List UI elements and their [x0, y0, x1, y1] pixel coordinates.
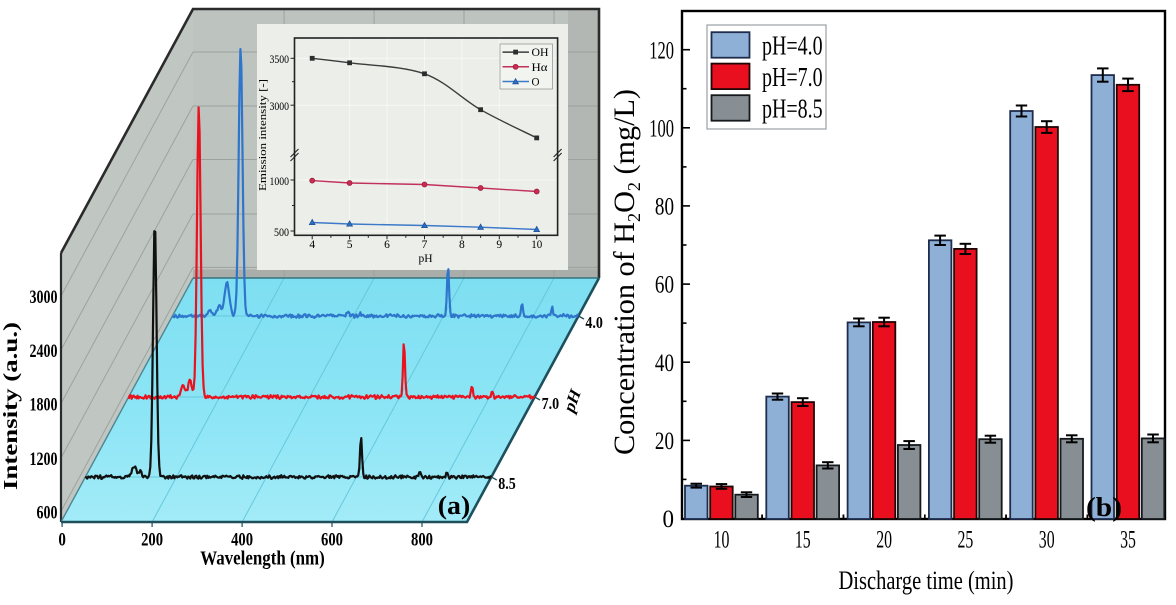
svg-text:1800: 1800 — [30, 395, 58, 416]
svg-text:10: 10 — [714, 527, 730, 554]
svg-text:600: 600 — [321, 530, 343, 551]
svg-text:9: 9 — [496, 239, 502, 251]
svg-text:40: 40 — [655, 350, 674, 377]
svg-text:3000: 3000 — [270, 101, 290, 113]
svg-text:200: 200 — [141, 530, 163, 551]
svg-text:2400: 2400 — [30, 341, 58, 362]
svg-text:Discharge time (min): Discharge time (min) — [839, 566, 1014, 595]
svg-text:3500: 3500 — [270, 54, 290, 66]
svg-text:1000: 1000 — [270, 176, 290, 188]
svg-text:pH=8.5: pH=8.5 — [762, 94, 823, 124]
svg-text:pH=7.0: pH=7.0 — [762, 62, 823, 92]
svg-text:Wavelength (nm): Wavelength (nm) — [200, 548, 325, 570]
svg-text:800: 800 — [411, 530, 433, 551]
svg-text:20: 20 — [876, 527, 892, 554]
svg-text:35: 35 — [1120, 527, 1136, 554]
svg-text:6: 6 — [384, 239, 390, 251]
svg-text:25: 25 — [958, 527, 974, 554]
svg-text:1200: 1200 — [30, 449, 58, 470]
svg-text:8.5: 8.5 — [498, 474, 516, 493]
svg-text:3000: 3000 — [30, 287, 58, 308]
svg-text:pH: pH — [560, 385, 584, 416]
svg-text:Intensity (a.u.): Intensity (a.u.) — [0, 322, 22, 490]
svg-text:600: 600 — [37, 503, 58, 524]
svg-text:15: 15 — [795, 527, 811, 554]
svg-text:7.0: 7.0 — [542, 394, 560, 413]
svg-text:500: 500 — [274, 227, 289, 239]
svg-text:20: 20 — [655, 428, 674, 455]
svg-text:Concentration of H2O2 (mg/L): Concentration of H2O2 (mg/L) — [608, 89, 644, 455]
svg-text:10: 10 — [531, 239, 542, 251]
svg-text:(b): (b) — [1086, 492, 1122, 522]
svg-text:(a): (a) — [438, 491, 471, 520]
svg-text:0: 0 — [58, 530, 66, 551]
svg-text:0: 0 — [663, 506, 675, 533]
svg-text:80: 80 — [655, 194, 674, 221]
svg-text:30: 30 — [1039, 527, 1055, 554]
svg-text:pH: pH — [418, 253, 432, 265]
svg-text:pH=4.0: pH=4.0 — [762, 31, 823, 61]
svg-text:Emission intensity [-]: Emission intensity [-] — [258, 79, 269, 191]
svg-text:8: 8 — [459, 239, 465, 251]
svg-text:5: 5 — [347, 239, 353, 251]
svg-text:60: 60 — [655, 272, 674, 299]
svg-text:400: 400 — [231, 530, 253, 551]
svg-text:7: 7 — [422, 239, 428, 251]
svg-text:Hα: Hα — [532, 60, 549, 74]
svg-text:100: 100 — [649, 115, 674, 142]
svg-text:4.0: 4.0 — [585, 313, 603, 332]
svg-text:O: O — [532, 75, 540, 89]
svg-text:OH: OH — [532, 45, 549, 59]
svg-text:4: 4 — [309, 239, 315, 251]
svg-text:120: 120 — [649, 37, 674, 64]
